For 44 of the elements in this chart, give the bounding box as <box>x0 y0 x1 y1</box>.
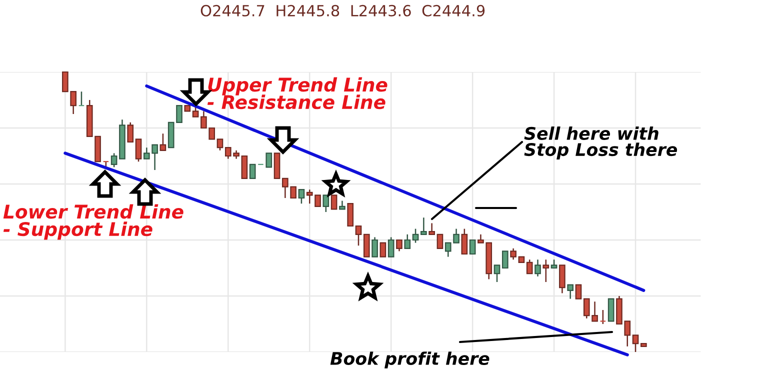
candlestick <box>266 152 272 168</box>
candlestick <box>78 90 85 106</box>
candlestick <box>600 309 606 325</box>
candlestick <box>216 138 224 152</box>
candlestick <box>575 284 582 300</box>
candlestick <box>330 194 338 210</box>
candlestick <box>542 258 550 283</box>
candlestick <box>298 188 305 204</box>
chart-subtitle: O2445.7 H2445.8 L2443.6 C2444.9 <box>200 4 485 16</box>
candlestick <box>469 239 476 255</box>
candlestick <box>363 234 370 258</box>
candlestick <box>436 234 444 249</box>
candlestick <box>608 298 614 322</box>
candlestick <box>110 152 118 168</box>
candlestick <box>534 258 541 278</box>
candlestick <box>192 104 199 118</box>
candlestick <box>567 284 574 300</box>
candlestick <box>160 132 166 152</box>
candlestick <box>412 228 419 244</box>
candlestick <box>249 164 256 179</box>
annotation: Book profit here <box>330 352 490 368</box>
candlestick <box>241 155 248 179</box>
candlestick <box>127 122 134 143</box>
candlestick <box>347 203 354 227</box>
candlestick <box>322 194 330 213</box>
candlestick <box>372 236 378 258</box>
annotation: Lower Trend Line - Support Line <box>3 204 184 240</box>
candlestick <box>502 250 508 269</box>
candlestick <box>135 138 142 162</box>
candlestick <box>632 334 639 353</box>
candlestick <box>396 239 402 252</box>
candlestick <box>510 248 516 260</box>
candlestick <box>420 216 427 236</box>
annotation: Upper Trend Line - Resistance Line <box>207 77 388 110</box>
candlestick <box>526 258 533 274</box>
candlestick <box>559 264 566 294</box>
candlestick <box>428 222 435 236</box>
candlestick <box>380 242 386 258</box>
candlestick <box>404 234 411 250</box>
candlestick <box>494 264 500 283</box>
annotation: Sell here with Stop Loss there <box>524 126 678 160</box>
candlestick <box>461 228 468 255</box>
candlestick <box>355 225 362 246</box>
candlestick <box>388 236 394 258</box>
